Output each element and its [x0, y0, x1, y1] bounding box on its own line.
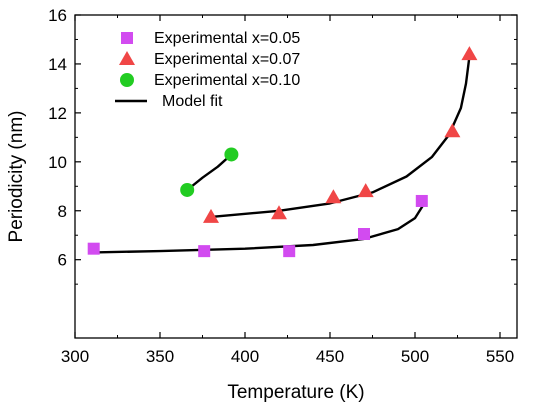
data-point-circle — [224, 147, 239, 162]
y-tick-label: 16 — [48, 6, 67, 25]
data-markers — [87, 46, 478, 258]
legend-symbol-triangle — [119, 51, 135, 65]
x-tick-label: 400 — [231, 347, 259, 366]
y-tick-label: 10 — [48, 153, 67, 172]
y-tick-label: 6 — [58, 251, 67, 270]
y-tick-label: 8 — [58, 202, 67, 221]
x-tick-label: 500 — [401, 347, 429, 366]
data-point-square — [87, 242, 100, 255]
y-tick-label: 14 — [48, 55, 67, 74]
x-tick-label: 350 — [146, 347, 174, 366]
data-point-triangle — [203, 208, 219, 223]
x-tick-label: 550 — [486, 347, 514, 366]
model-fit-curve-3 — [186, 153, 233, 192]
data-point-square — [198, 245, 211, 258]
y-axis-ticks: 6 8 10 12 14 16 — [48, 6, 517, 285]
legend-label: Model fit — [162, 93, 223, 110]
data-point-square — [283, 245, 296, 258]
data-point-square — [358, 228, 370, 241]
data-point-square — [415, 194, 428, 207]
data-point-triangle — [271, 205, 287, 220]
data-point-triangle — [357, 183, 374, 198]
legend-symbol-square — [121, 32, 133, 44]
model-fit-curve-2 — [209, 55, 471, 219]
y-axis-title: Periodicity (nm) — [6, 111, 27, 243]
data-point-triangle — [444, 123, 461, 138]
legend-label: Experimental x=0.05 — [154, 30, 300, 47]
plot-frame — [74, 14, 518, 339]
data-point-circle — [180, 182, 195, 197]
legend: Experimental x=0.05 Experimental x=0.07 Ex… — [115, 30, 300, 110]
model-fit-curves — [92, 55, 471, 254]
legend-label: Experimental x=0.07 — [154, 51, 300, 68]
x-axis-title: Temperature (K) — [227, 382, 364, 403]
x-tick-label: 300 — [61, 347, 89, 366]
model-fit-curve-1 — [92, 203, 425, 254]
x-axis-ticks: 300 350 400 450 500 550 — [61, 15, 514, 366]
data-point-triangle — [325, 189, 342, 204]
legend-label: Experimental x=0.10 — [154, 72, 300, 89]
data-point-triangle — [461, 46, 478, 61]
plot-border — [74, 14, 518, 339]
y-tick-label: 12 — [48, 104, 67, 123]
x-tick-label: 450 — [316, 347, 344, 366]
legend-symbol-circle — [120, 73, 134, 87]
